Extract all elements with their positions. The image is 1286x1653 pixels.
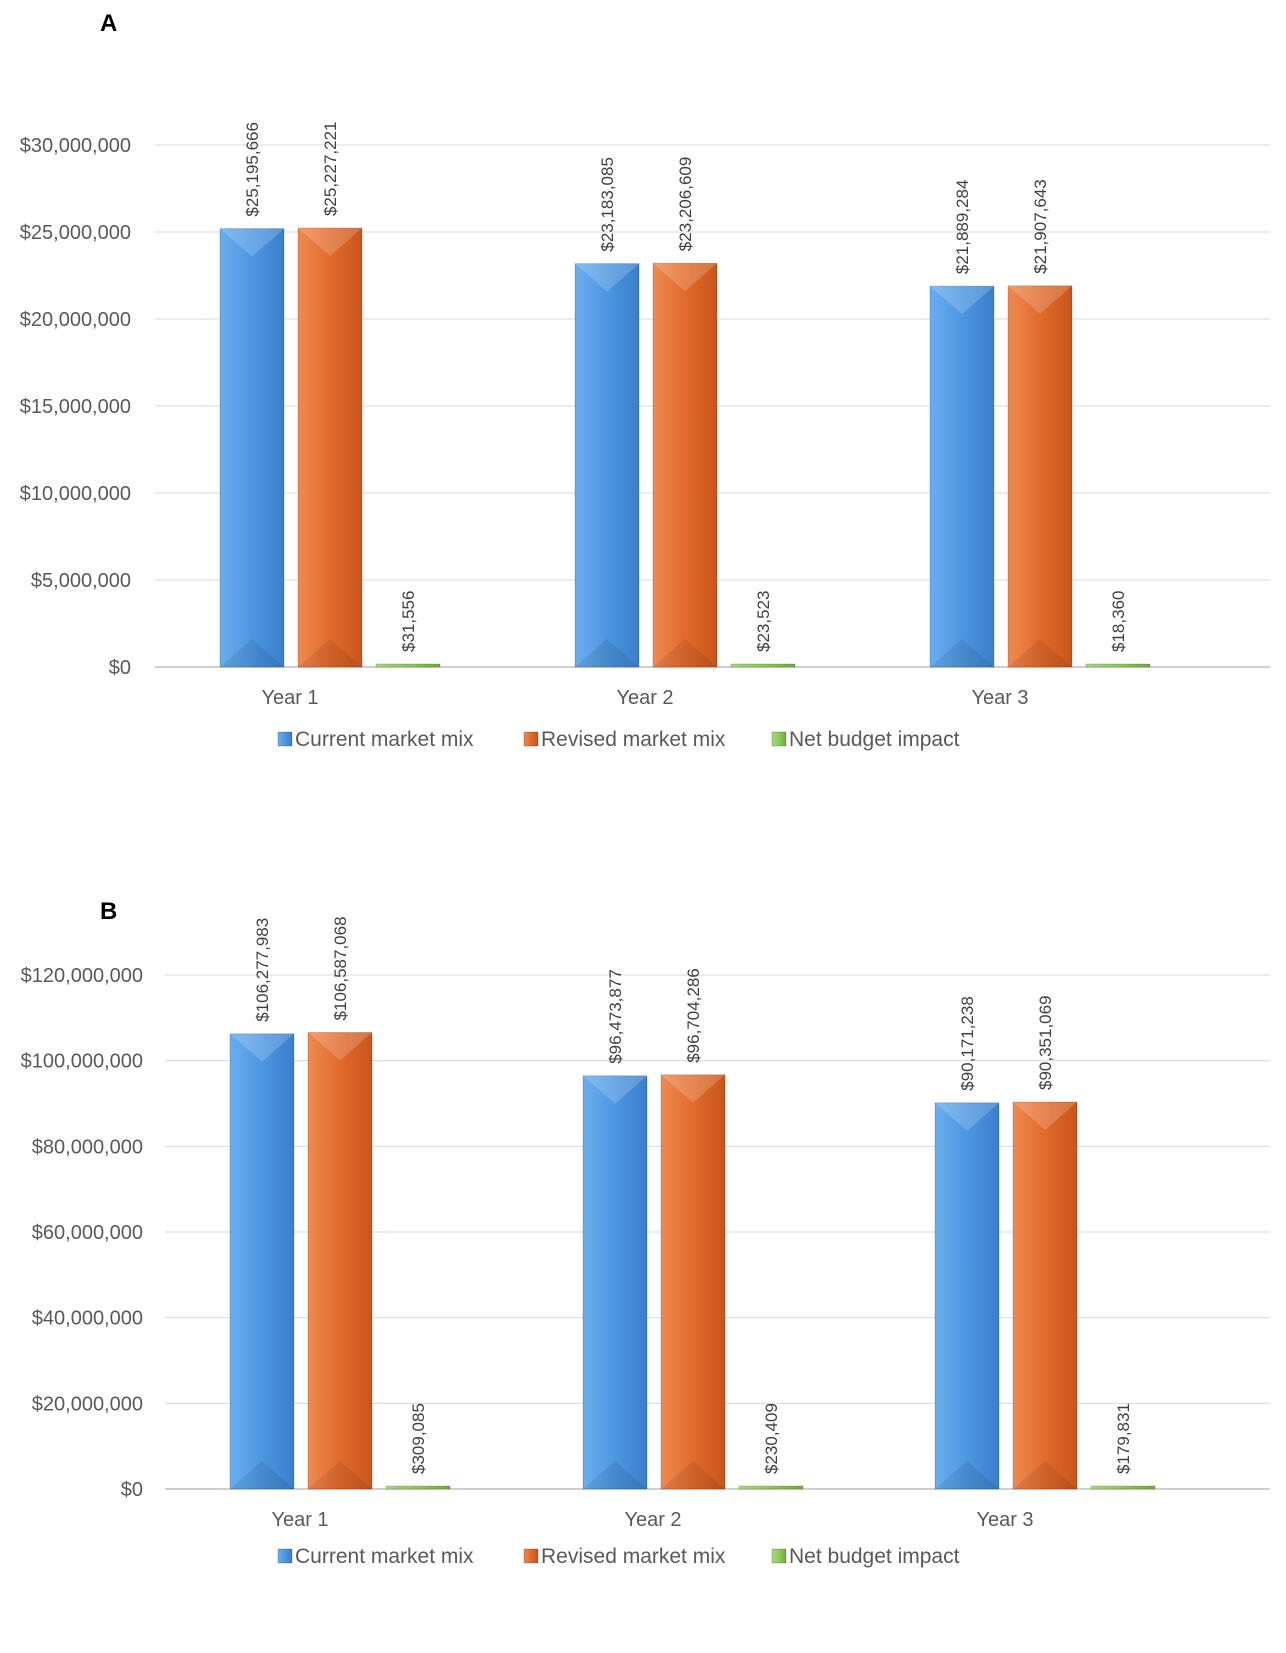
legend-swatch [277,731,293,747]
y-tick-label: $10,000,000 [20,483,131,505]
bar-bevel [1008,285,1072,314]
data-label: $106,277,983 [253,918,272,1022]
bar [297,227,363,668]
legend-label: Current market mix [295,728,474,751]
legend-swatch [771,1548,787,1564]
bar [738,1485,804,1490]
y-tick-label: $60,000,000 [32,1222,143,1244]
bar-bevel [930,286,994,315]
legend-swatch [277,1548,293,1564]
legend-label: Net budget impact [789,728,960,751]
bar-bevel [583,1461,647,1489]
bar-bevel [230,1033,294,1062]
y-tick-label: $0 [109,657,131,679]
bar [582,1075,648,1490]
panel-a-label: A [100,10,118,37]
bar-bevel [575,263,639,292]
legend-label: Revised market mix [541,728,726,751]
y-tick-label: $20,000,000 [32,1393,143,1415]
data-label: $31,556 [399,591,418,652]
bar [934,1102,1000,1490]
bar [307,1031,373,1490]
bar-bevel [661,1074,725,1103]
bar-bevel [583,1075,647,1104]
y-tick-label: $100,000,000 [21,1051,143,1073]
bar-bevel [220,228,284,257]
y-tick-label: $40,000,000 [32,1308,143,1330]
chart-b: $0 $20,000,000 $40,000,000 $60,000,000 $80,0… [21,916,1270,1568]
data-label: $23,523 [754,591,773,652]
bar-bevel [1013,1101,1077,1130]
bar-bevel [230,1461,294,1489]
bar [1090,1485,1156,1490]
legend-label: Revised market mix [541,1545,726,1568]
bar-bevel [935,1102,999,1131]
legend-swatch [523,731,539,747]
bar [929,285,995,668]
data-label: $90,171,238 [958,996,977,1091]
legend-label: Net budget impact [789,1545,960,1568]
bar [652,262,718,668]
chart-a: $0 $5,000,000 $10,000,000 $15,000,000 $20,00… [20,121,1270,751]
bar-bevel [308,1461,372,1489]
bar [660,1074,726,1490]
data-label: $23,183,085 [598,157,617,252]
y-tick-label: $15,000,000 [20,396,131,418]
y-tick-label: $30,000,000 [20,135,131,157]
data-label: $106,587,068 [331,916,350,1020]
y-tick-label: $5,000,000 [31,570,131,592]
data-label: $18,360 [1109,591,1128,652]
bar-bevel [575,639,639,667]
bar-bevel [653,639,717,667]
x-category-label: Year 1 [271,1509,328,1531]
data-label: $96,704,286 [684,968,703,1063]
x-category-label: Year 1 [261,687,318,709]
data-label: $179,831 [1114,1403,1133,1474]
data-label: $25,227,221 [321,121,340,216]
data-label: $96,473,877 [606,969,625,1064]
data-label: $21,907,643 [1031,179,1050,274]
x-category-label: Year 3 [976,1509,1033,1531]
bar [375,663,441,668]
data-label: $230,409 [762,1403,781,1474]
legend-swatch [523,1548,539,1564]
bar-bevel [298,639,362,667]
y-tick-label: $120,000,000 [21,965,143,987]
y-tick-label: $25,000,000 [20,222,131,244]
legend-swatch [771,731,787,747]
bar-bevel [935,1461,999,1489]
bar-bevel [308,1032,372,1061]
bar-bevel [930,639,994,667]
bar [229,1033,295,1490]
y-tick-label: $0 [121,1479,143,1501]
x-category-label: Year 3 [971,687,1028,709]
x-category-label: Year 2 [616,687,673,709]
y-tick-label: $80,000,000 [32,1136,143,1158]
bar-bevel [661,1461,725,1489]
bar [1007,285,1073,668]
data-label: $25,195,666 [243,122,262,217]
bar [730,663,796,668]
data-label: $23,206,609 [676,157,695,252]
bar [1012,1101,1078,1490]
bar [1085,663,1151,668]
data-label: $21,889,284 [953,180,972,275]
bar-bevel [1013,1461,1077,1489]
bar [574,263,640,668]
x-category-label: Year 2 [624,1509,681,1531]
y-tick-label: $20,000,000 [20,309,131,331]
data-label: $90,351,069 [1036,995,1055,1090]
data-label: $309,085 [409,1403,428,1474]
bar [219,228,285,668]
bar [385,1485,451,1490]
bar-bevel [653,263,717,292]
bar-bevel [298,228,362,257]
bar-bevel [220,639,284,667]
legend-label: Current market mix [295,1545,474,1568]
panel-b-label: B [100,898,118,925]
bar-bevel [1008,639,1072,667]
